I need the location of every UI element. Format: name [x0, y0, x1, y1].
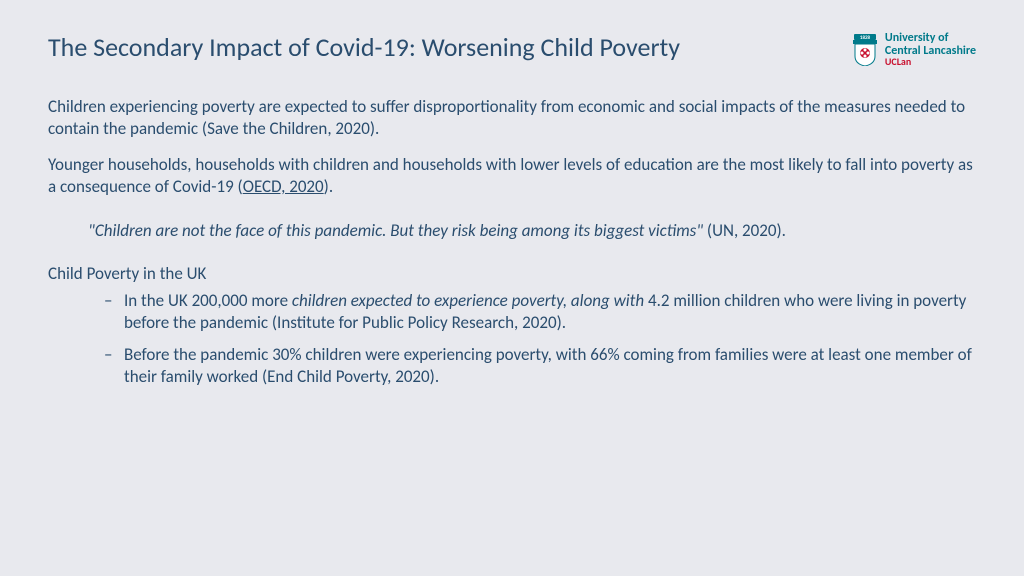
logo-line1: University of	[885, 32, 976, 45]
university-logo: 1828 University of Central Lancashire UC…	[851, 32, 976, 68]
para2-text-b: ).	[324, 176, 333, 197]
subheading: Child Poverty in the UK	[48, 263, 976, 284]
bullet-list: In the UK 200,000 more children expected…	[104, 290, 976, 388]
oecd-link[interactable]: OECD, 2020	[243, 176, 324, 197]
bullet-text-a: Before the pandemic 30% children were ex…	[124, 344, 972, 387]
bullet-italic: children expected to experience poverty,…	[292, 290, 648, 311]
paragraph-1: Children experiencing poverty are expect…	[48, 96, 976, 140]
paragraph-2: Younger households, households with chil…	[48, 154, 976, 198]
logo-line3: UCLan	[885, 57, 976, 68]
svg-text:1828: 1828	[860, 35, 871, 41]
list-item: Before the pandemic 30% children were ex…	[104, 344, 976, 388]
logo-emblem-icon: 1828	[851, 34, 879, 66]
quote-text: "Children are not the face of this pande…	[88, 220, 703, 241]
page-title: The Secondary Impact of Covid-19: Worsen…	[48, 32, 680, 63]
quote-citation: (UN, 2020).	[703, 220, 786, 241]
list-item: In the UK 200,000 more children expected…	[104, 290, 976, 334]
logo-text: University of Central Lancashire UCLan	[885, 32, 976, 68]
quote-block: "Children are not the face of this pande…	[88, 220, 976, 241]
header: The Secondary Impact of Covid-19: Worsen…	[48, 32, 976, 68]
bullet-text-a: In the UK 200,000 more	[124, 290, 292, 311]
para2-text-a: Younger households, households with chil…	[48, 154, 973, 197]
